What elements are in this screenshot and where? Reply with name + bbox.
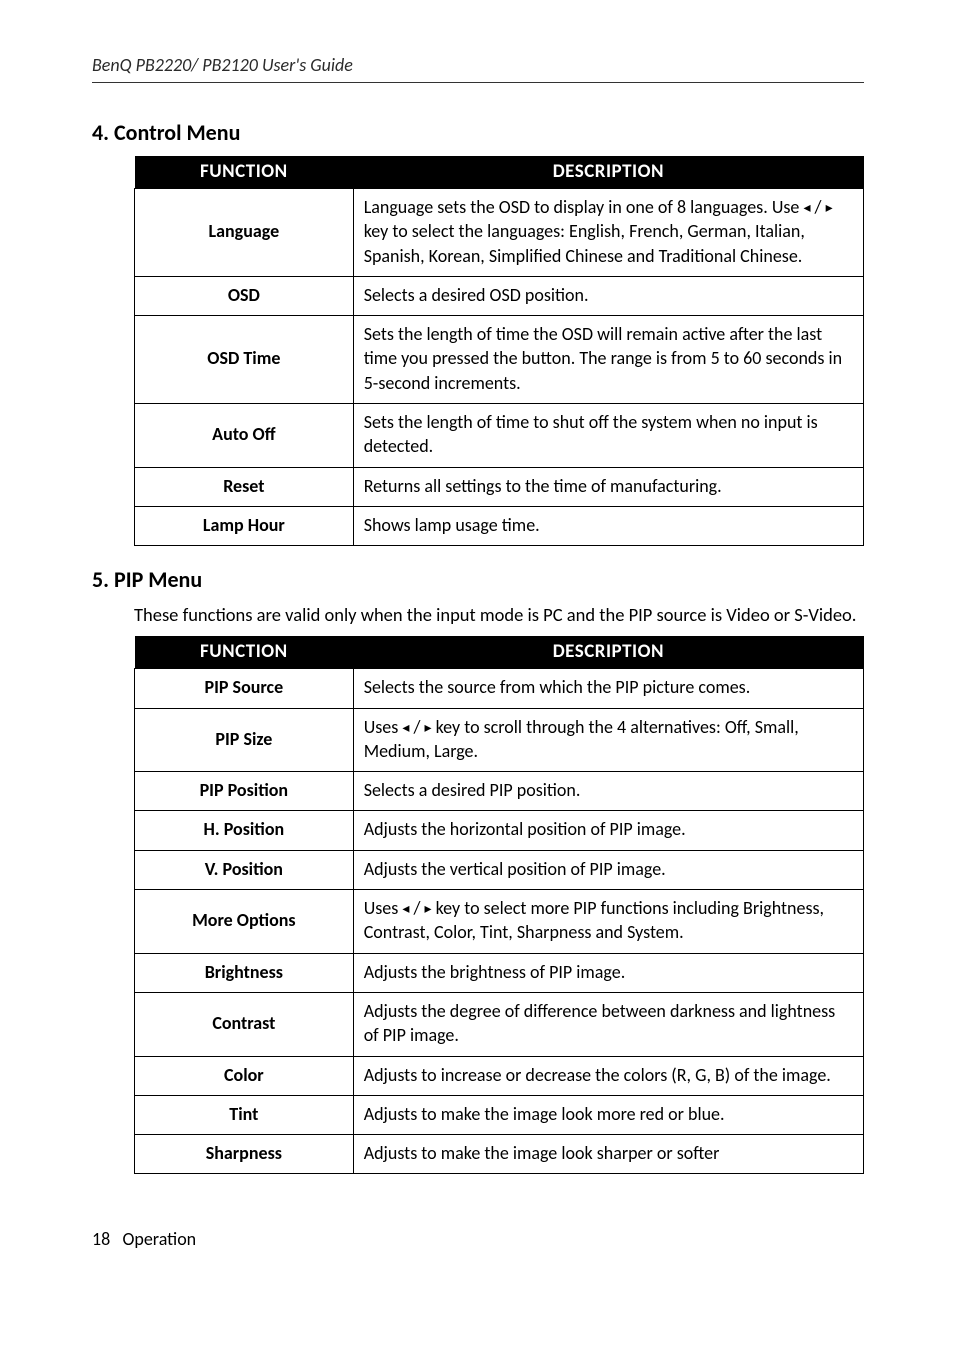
col-header-function: FUNCTION bbox=[135, 636, 354, 669]
table-row: PIP Source Selects the source from which… bbox=[135, 669, 864, 708]
description-cell: Uses ◂ / ▸ key to select more PIP functi… bbox=[353, 890, 863, 954]
table-row: Brightness Adjusts the brightness of PIP… bbox=[135, 953, 864, 992]
right-arrow-icon: ▸ bbox=[424, 900, 431, 916]
function-cell: Tint bbox=[135, 1095, 354, 1134]
table-row: Sharpness Adjusts to make the image look… bbox=[135, 1135, 864, 1174]
table-row: PIP Position Selects a desired PIP posit… bbox=[135, 772, 864, 811]
table-row: Language Language sets the OSD to displa… bbox=[135, 189, 864, 277]
footer-section-name: Operation bbox=[122, 1228, 196, 1250]
description-cell: Returns all settings to the time of manu… bbox=[353, 467, 863, 506]
function-cell: Color bbox=[135, 1056, 354, 1095]
pip-note: These functions are valid only when the … bbox=[134, 603, 864, 628]
table-row: OSD Selects a desired OSD position. bbox=[135, 276, 864, 315]
table-row: Contrast Adjusts the degree of differenc… bbox=[135, 992, 864, 1056]
description-cell: Uses ◂ / ▸ key to scroll through the 4 a… bbox=[353, 708, 863, 772]
description-cell: Language sets the OSD to display in one … bbox=[353, 189, 863, 277]
arrow-sep: / bbox=[409, 716, 424, 738]
description-cell: Shows lamp usage time. bbox=[353, 506, 863, 545]
page-footer: 18 Operation bbox=[92, 1228, 864, 1250]
description-cell: Sets the length of time the OSD will rem… bbox=[353, 316, 863, 404]
col-header-function: FUNCTION bbox=[135, 156, 354, 189]
table-row: Lamp Hour Shows lamp usage time. bbox=[135, 506, 864, 545]
section-4-heading: 4. Control Menu bbox=[92, 119, 864, 146]
desc-pre: Uses bbox=[364, 897, 403, 919]
table-row: More Options Uses ◂ / ▸ key to select mo… bbox=[135, 890, 864, 954]
function-cell: Lamp Hour bbox=[135, 506, 354, 545]
function-cell: PIP Size bbox=[135, 708, 354, 772]
table-row: OSD Time Sets the length of time the OSD… bbox=[135, 316, 864, 404]
pip-menu-table: FUNCTION DESCRIPTION PIP Source Selects … bbox=[134, 636, 864, 1174]
function-cell: Language bbox=[135, 189, 354, 277]
function-cell: Auto Off bbox=[135, 404, 354, 468]
description-cell: Adjusts the degree of difference between… bbox=[353, 992, 863, 1056]
table-row: Color Adjusts to increase or decrease th… bbox=[135, 1056, 864, 1095]
function-cell: PIP Source bbox=[135, 669, 354, 708]
col-header-description: DESCRIPTION bbox=[353, 636, 863, 669]
description-cell: Adjusts the horizontal position of PIP i… bbox=[353, 811, 863, 850]
table-row: Auto Off Sets the length of time to shut… bbox=[135, 404, 864, 468]
table-header-row: FUNCTION DESCRIPTION bbox=[135, 156, 864, 189]
function-cell: Contrast bbox=[135, 992, 354, 1056]
description-cell: Adjusts the vertical position of PIP ima… bbox=[353, 850, 863, 889]
function-cell: Brightness bbox=[135, 953, 354, 992]
description-cell: Adjusts the brightness of PIP image. bbox=[353, 953, 863, 992]
description-cell: Selects a desired OSD position. bbox=[353, 276, 863, 315]
right-arrow-icon: ▸ bbox=[826, 199, 833, 215]
function-cell: Sharpness bbox=[135, 1135, 354, 1174]
function-cell: OSD bbox=[135, 276, 354, 315]
section-5-heading: 5. PIP Menu bbox=[92, 566, 864, 593]
desc-post: key to select more PIP functions includi… bbox=[364, 897, 824, 943]
page-number: 18 bbox=[92, 1228, 110, 1250]
table-row: Reset Returns all settings to the time o… bbox=[135, 467, 864, 506]
description-cell: Adjusts to increase or decrease the colo… bbox=[353, 1056, 863, 1095]
arrow-sep: / bbox=[810, 196, 825, 218]
description-cell: Selects the source from which the PIP pi… bbox=[353, 669, 863, 708]
description-cell: Selects a desired PIP position. bbox=[353, 772, 863, 811]
function-cell: OSD Time bbox=[135, 316, 354, 404]
description-cell: Adjusts to make the image look sharper o… bbox=[353, 1135, 863, 1174]
description-cell: Sets the length of time to shut off the … bbox=[353, 404, 863, 468]
right-arrow-icon: ▸ bbox=[424, 719, 431, 735]
description-cell: Adjusts to make the image look more red … bbox=[353, 1095, 863, 1134]
table-row: Tint Adjusts to make the image look more… bbox=[135, 1095, 864, 1134]
function-cell: PIP Position bbox=[135, 772, 354, 811]
arrow-sep: / bbox=[409, 897, 424, 919]
desc-post: key to select the languages: English, Fr… bbox=[364, 220, 805, 266]
col-header-description: DESCRIPTION bbox=[353, 156, 863, 189]
function-cell: Reset bbox=[135, 467, 354, 506]
table-row: PIP Size Uses ◂ / ▸ key to scroll throug… bbox=[135, 708, 864, 772]
control-menu-table: FUNCTION DESCRIPTION Language Language s… bbox=[134, 156, 864, 546]
table-row: V. Position Adjusts the vertical positio… bbox=[135, 850, 864, 889]
page-header: BenQ PB2220/ PB2120 User's Guide bbox=[92, 54, 864, 83]
desc-pre: Uses bbox=[364, 716, 403, 738]
function-cell: V. Position bbox=[135, 850, 354, 889]
desc-pre: Language sets the OSD to display in one … bbox=[364, 196, 804, 218]
guide-title: BenQ PB2220/ PB2120 User's Guide bbox=[92, 54, 353, 76]
table-header-row: FUNCTION DESCRIPTION bbox=[135, 636, 864, 669]
table-row: H. Position Adjusts the horizontal posit… bbox=[135, 811, 864, 850]
function-cell: H. Position bbox=[135, 811, 354, 850]
function-cell: More Options bbox=[135, 890, 354, 954]
